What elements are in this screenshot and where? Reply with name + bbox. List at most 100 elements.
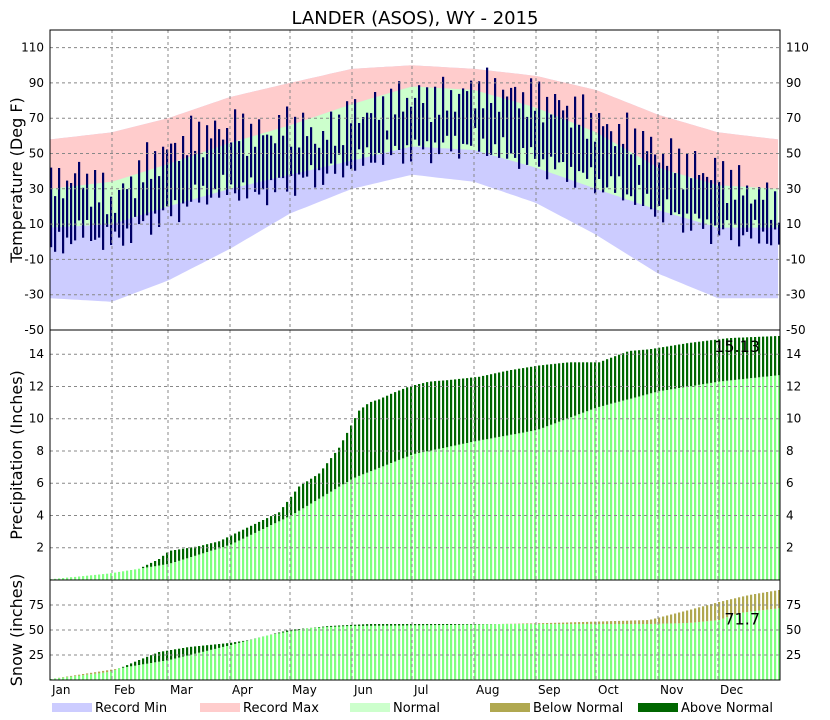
precipitation-normal-bar bbox=[454, 445, 457, 580]
snow-below-normal-bar bbox=[674, 613, 677, 624]
y-tick-label-left: 10 bbox=[29, 217, 44, 231]
precipitation-above-normal-bar bbox=[314, 476, 317, 502]
snow-above-normal-bar bbox=[278, 632, 281, 634]
precipitation-normal-bar bbox=[170, 563, 173, 580]
precipitation-above-normal-bar bbox=[306, 481, 309, 506]
precipitation-normal-bar bbox=[386, 464, 389, 580]
snow-below-normal-bar bbox=[638, 620, 641, 624]
snow-normal-bar bbox=[622, 624, 625, 680]
snow-total-label: 71.7 bbox=[724, 609, 760, 628]
precipitation-normal-bar bbox=[722, 381, 725, 580]
snow-normal-bar bbox=[86, 674, 89, 680]
precipitation-above-normal-bar bbox=[158, 559, 161, 566]
precipitation-normal-bar bbox=[630, 398, 633, 580]
precipitation-above-normal-bar bbox=[714, 339, 717, 383]
snow-normal-bar bbox=[610, 624, 613, 680]
observed-temperature-bar bbox=[198, 121, 201, 203]
snow-below-normal-bar bbox=[774, 590, 777, 609]
precipitation-above-normal-bar bbox=[478, 376, 481, 441]
snow-below-normal-bar bbox=[610, 621, 613, 624]
observed-temperature-bar bbox=[410, 106, 413, 162]
snow-below-normal-bar bbox=[750, 594, 753, 612]
snow-above-normal-bar bbox=[166, 650, 169, 661]
snow-normal-bar bbox=[514, 624, 517, 680]
precipitation-above-normal-bar bbox=[546, 364, 549, 427]
y-tick-label-left: 50 bbox=[29, 623, 44, 637]
observed-temperature-bar bbox=[330, 111, 333, 164]
snow-above-normal-bar bbox=[350, 624, 353, 626]
observed-temperature-bar bbox=[406, 97, 409, 146]
legend-item: Above Normal bbox=[638, 701, 773, 716]
observed-temperature-bar bbox=[558, 100, 561, 163]
precipitation-above-normal-bar bbox=[342, 440, 345, 485]
precipitation-normal-bar bbox=[394, 461, 397, 580]
precipitation-above-normal-bar bbox=[510, 370, 513, 435]
precipitation-above-normal-bar bbox=[574, 362, 577, 416]
observed-temperature-bar bbox=[598, 113, 601, 179]
observed-temperature-bar bbox=[466, 91, 469, 145]
precipitation-normal-bar bbox=[350, 479, 353, 580]
observed-temperature-bar bbox=[650, 136, 653, 210]
precipitation-normal-bar bbox=[282, 519, 285, 580]
snow-normal-bar bbox=[530, 624, 533, 680]
precipitation-normal-bar bbox=[658, 391, 661, 580]
precipitation-normal-bar bbox=[502, 436, 505, 580]
snow-normal-bar bbox=[382, 625, 385, 680]
observed-temperature-bar bbox=[718, 181, 721, 236]
precipitation-above-normal-bar bbox=[402, 388, 405, 459]
precipitation-normal-bar bbox=[730, 380, 733, 580]
snow-normal-bar bbox=[614, 624, 617, 680]
snow-normal-bar bbox=[78, 675, 81, 680]
snow-normal-bar bbox=[98, 673, 101, 680]
snow-normal-bar bbox=[310, 627, 313, 680]
snow-above-normal-bar bbox=[298, 629, 301, 630]
observed-temperature-bar bbox=[126, 189, 129, 229]
snow-normal-bar bbox=[198, 652, 201, 680]
precipitation-above-normal-bar bbox=[742, 337, 745, 380]
observed-temperature-bar bbox=[602, 126, 605, 193]
snow-above-normal-bar bbox=[394, 624, 397, 626]
precipitation-above-normal-bar bbox=[450, 379, 453, 447]
observed-temperature-bar bbox=[678, 148, 681, 215]
precipitation-above-normal-bar bbox=[658, 347, 661, 392]
snow-normal-bar bbox=[150, 663, 153, 680]
snow-above-normal-bar bbox=[474, 624, 477, 625]
precipitation-above-normal-bar bbox=[502, 371, 505, 437]
observed-temperature-bar bbox=[574, 96, 577, 188]
snow-normal-bar bbox=[278, 633, 281, 681]
precipitation-above-normal-bar bbox=[774, 336, 777, 376]
observed-temperature-bar bbox=[746, 185, 749, 232]
precipitation-above-normal-bar bbox=[162, 555, 165, 565]
snow-above-normal-bar bbox=[338, 625, 341, 627]
precipitation-normal-bar bbox=[702, 384, 705, 580]
x-tick-label: Aug bbox=[476, 683, 499, 697]
y-tick-label-right: 10 bbox=[786, 412, 801, 426]
y-tick-label-left: 6 bbox=[36, 476, 44, 490]
observed-temperature-bar bbox=[710, 180, 713, 244]
precipitation-normal-bar bbox=[222, 547, 225, 580]
snow-normal-bar bbox=[142, 664, 145, 680]
observed-temperature-bar bbox=[690, 178, 693, 231]
snow-normal-bar bbox=[402, 625, 405, 680]
precipitation-normal-bar bbox=[598, 406, 601, 580]
snow-normal-bar bbox=[558, 624, 561, 680]
precipitation-normal-bar bbox=[178, 560, 181, 580]
observed-temperature-bar bbox=[762, 199, 765, 232]
precipitation-above-normal-bar bbox=[426, 382, 429, 452]
observed-temperature-bar bbox=[222, 139, 225, 175]
snow-normal-bar bbox=[658, 623, 661, 681]
snow-below-normal-bar bbox=[654, 618, 657, 624]
precipitation-normal-bar bbox=[462, 443, 465, 580]
precipitation-above-normal-bar bbox=[718, 339, 721, 382]
precipitation-normal-bar bbox=[302, 508, 305, 580]
snow-above-normal-bar bbox=[462, 624, 465, 625]
observed-temperature-bar bbox=[74, 173, 77, 241]
snow-above-normal-bar bbox=[390, 624, 393, 626]
snow-normal-bar bbox=[686, 623, 689, 680]
x-tick-label: Nov bbox=[660, 683, 683, 697]
precipitation-normal-bar bbox=[390, 463, 393, 580]
snow-above-normal-bar bbox=[454, 624, 457, 625]
observed-temperature-bar bbox=[314, 143, 317, 188]
precipitation-normal-bar bbox=[574, 415, 577, 580]
